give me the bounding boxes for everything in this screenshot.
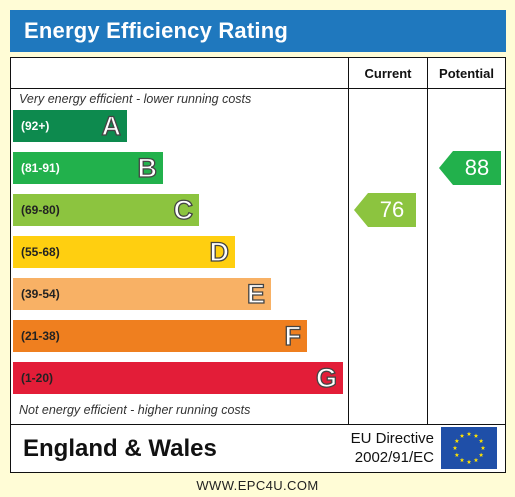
band-g: (1-20) G — [13, 362, 343, 394]
potential-rating-indicator: 88 — [439, 151, 501, 185]
band-range-label: (81-91) — [21, 161, 60, 175]
potential-column-divider — [427, 58, 428, 425]
eu-star-icon — [454, 438, 460, 443]
indicator-arrow-shape — [354, 193, 416, 227]
eu-star-icon — [478, 438, 484, 443]
bottom-efficiency-note: Not energy efficient - higher running co… — [19, 403, 251, 417]
indicator-arrow — [354, 193, 416, 227]
eu-star-icon — [473, 433, 479, 438]
current-column-header: Current — [364, 65, 412, 81]
eu-star-icon — [452, 445, 458, 450]
band-letter-label: B — [137, 152, 158, 183]
eu-star-icon — [454, 452, 460, 457]
band-range-label: (1-20) — [21, 371, 54, 385]
band-letter-label: E — [246, 278, 265, 309]
band-range-label: (55-68) — [21, 245, 60, 259]
indicator-arrow-shape — [439, 151, 501, 185]
band-c: (69-80) C — [13, 194, 199, 226]
indicator-arrow — [439, 151, 501, 185]
eu-star-icon — [459, 433, 465, 438]
eu-star-icon — [466, 459, 472, 464]
directive-line-2: 2002/91/EC — [354, 449, 434, 466]
band-letter-label: G — [315, 362, 337, 393]
chart-title: Energy Efficiency Rating — [10, 10, 506, 52]
region-label: England & Wales — [23, 435, 217, 462]
band-range-label: (69-80) — [21, 203, 60, 217]
eu-star-icon — [466, 431, 472, 436]
band-letter-label: D — [209, 236, 230, 267]
directive-line-1: EU Directive — [350, 430, 434, 447]
potential-column-header: Potential — [439, 65, 494, 81]
band-e: (39-54) E — [13, 278, 271, 310]
band-a: (92+) A — [13, 110, 127, 142]
eu-star-icon — [459, 457, 465, 463]
directive-label: EU Directive 2002/91/EC — [334, 429, 434, 467]
band-range-label: (39-54) — [21, 287, 60, 301]
eu-flag-icon — [441, 427, 497, 474]
eu-star-icon — [478, 452, 484, 457]
band-d: (55-68) D — [13, 236, 235, 268]
band-range-label: (21-38) — [21, 329, 60, 343]
header-row-divider — [11, 88, 505, 89]
footer-row-divider — [11, 424, 505, 425]
eu-star-icon — [473, 457, 479, 463]
indicator-value: 88 — [464, 155, 490, 180]
band-letter-label: F — [284, 320, 302, 351]
eu-star-icon — [480, 445, 486, 450]
indicator-value: 76 — [379, 197, 405, 222]
rating-chart: Current Potential Very energy efficient … — [10, 57, 506, 473]
band-letter-label: C — [173, 194, 194, 225]
band-letter-label: A — [101, 110, 122, 141]
band-b: (81-91) B — [13, 152, 163, 184]
current-column-divider — [348, 58, 349, 425]
current-rating-indicator: 76 — [354, 193, 416, 227]
top-efficiency-note: Very energy efficient - lower running co… — [19, 92, 252, 106]
band-range-label: (92+) — [21, 119, 50, 133]
band-f: (21-38) F — [13, 320, 307, 352]
website-url: WWW.EPC4U.COM — [196, 478, 319, 493]
